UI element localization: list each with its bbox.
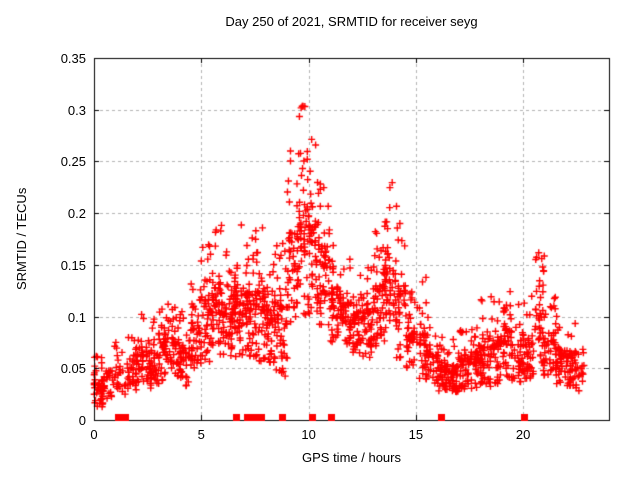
y-tick-label: 0.2 [67,206,86,222]
y-tick-label: 0.05 [60,361,86,377]
x-tick-label: 0 [90,427,98,442]
x-axis-label: GPS time / hours [302,450,401,465]
x-tick-label: 20 [515,427,531,442]
y-tick-label: 0.35 [60,51,86,66]
x-tick-label: 15 [408,427,424,442]
y-tick-label: 0.15 [60,257,86,273]
x-tick-label: 5 [197,427,205,442]
y-tick-label: 0.3 [67,102,86,118]
y-tick-label: 0.25 [60,154,86,170]
chart-title: Day 250 of 2021, SRMTID for receiver sey… [225,14,478,29]
x-tick-label: 10 [301,427,316,442]
y-tick-label: 0.1 [67,309,86,325]
y-tick-label: 0 [78,413,86,428]
